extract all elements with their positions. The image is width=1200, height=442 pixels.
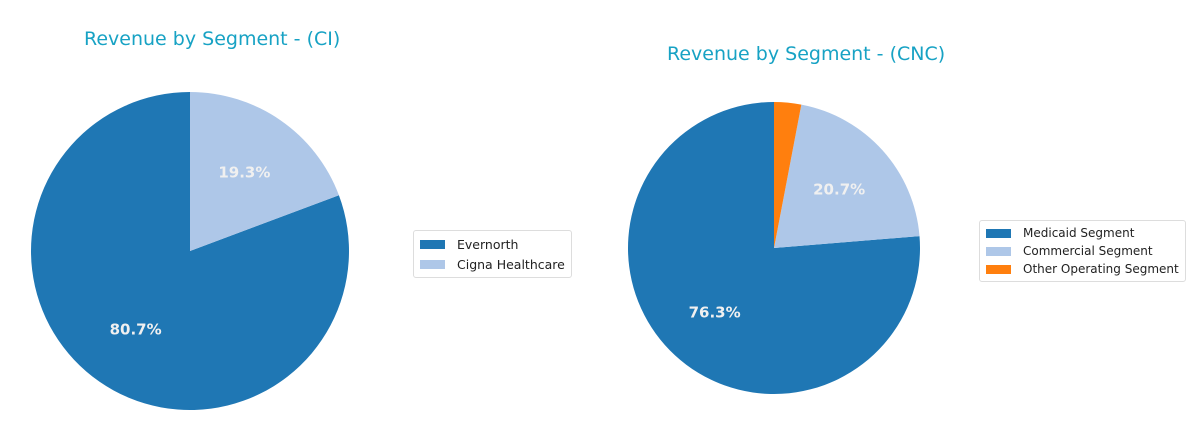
pie-ci: 80.7% 19.3% (30, 92, 349, 410)
pie-slice-other-operating-segment (774, 102, 802, 248)
pie-value-label: 19.3% (218, 164, 270, 182)
pie-value-label: 20.7% (813, 180, 865, 198)
chart-title-cnc: Revenue by Segment - (CNC) (667, 43, 946, 65)
pie-value-label: 80.7% (110, 320, 162, 338)
legend-swatch (986, 264, 1011, 274)
legend-item-cigna-healthcare: Cigna Healthcare (420, 254, 565, 274)
legend-cnc: Medicaid Segment Commercial Segment Othe… (979, 220, 1186, 282)
legend-item-commercial: Commercial Segment (986, 242, 1179, 260)
legend-swatch (986, 246, 1011, 256)
legend-label: Commercial Segment (1023, 244, 1153, 258)
pie-cnc: 76.3% 20.7% (628, 102, 921, 395)
legend-label: Medicaid Segment (1023, 226, 1135, 240)
legend-swatch (420, 259, 445, 269)
pie-slice-cigna-healthcare (190, 92, 339, 251)
legend-label: Evernorth (457, 236, 519, 252)
legend-item-medicaid: Medicaid Segment (986, 224, 1179, 242)
pie-slice-evernorth (30, 92, 349, 410)
legend-swatch (986, 228, 1011, 238)
chart-title-ci: Revenue by Segment - (CI) (84, 28, 341, 50)
legend-ci: Evernorth Cigna Healthcare (413, 230, 572, 278)
pie-slice-commercial-segment (774, 104, 920, 248)
legend-item-other-operating: Other Operating Segment (986, 260, 1179, 278)
legend-swatch (420, 239, 445, 249)
pie-value-label: 76.3% (689, 303, 741, 321)
pie-slice-medicaid-segment (628, 102, 921, 395)
legend-label: Other Operating Segment (1023, 262, 1179, 276)
legend-item-evernorth: Evernorth (420, 234, 565, 254)
legend-label: Cigna Healthcare (457, 256, 565, 272)
